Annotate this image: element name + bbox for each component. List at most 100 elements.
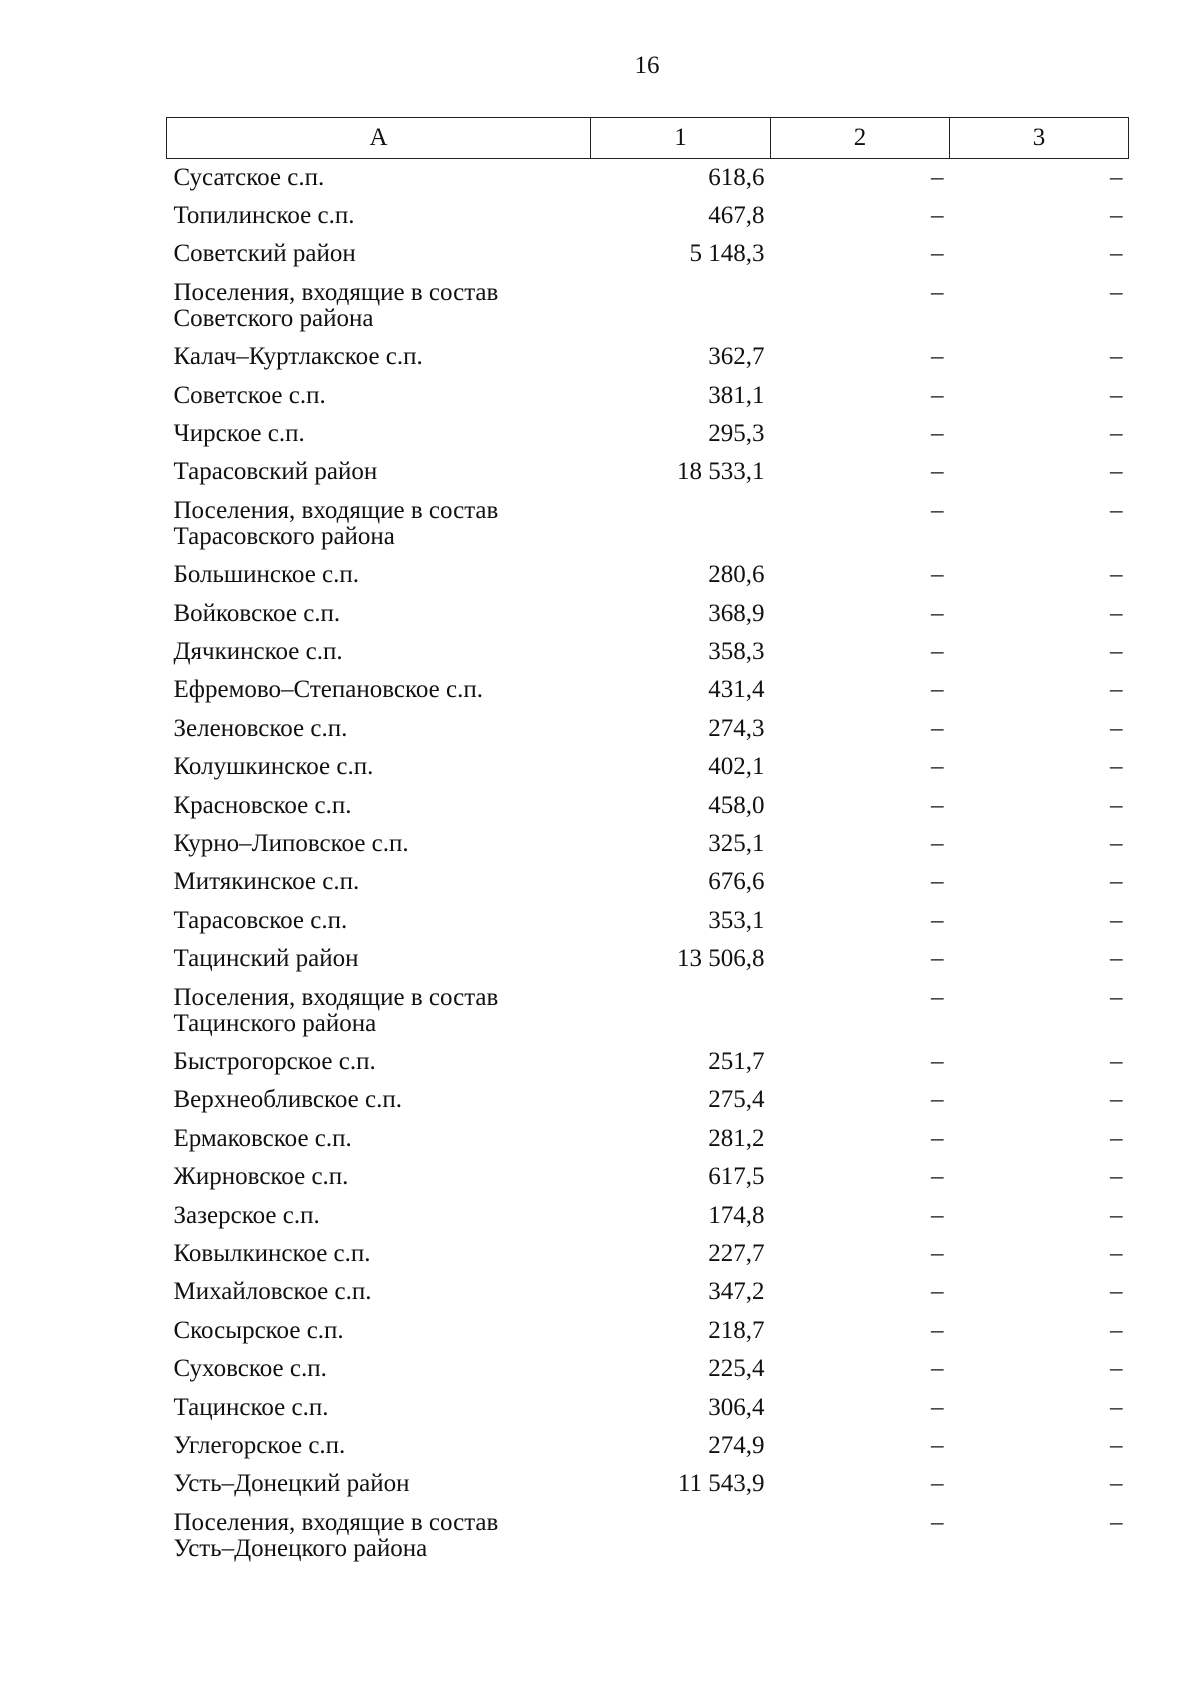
row-value-2: –: [931, 1355, 944, 1383]
row-value-1: 358,3: [708, 638, 765, 666]
row-value-2: –: [931, 1239, 944, 1267]
row-value-1: 402,1: [708, 753, 765, 781]
row-value-1: 347,2: [708, 1278, 765, 1306]
row-value-2: –: [931, 599, 944, 627]
row-value-1: 467,8: [708, 201, 765, 229]
row-value-2: –: [931, 1431, 944, 1459]
table-row: Усть–Донецкий район 11 543,9 – –: [167, 1465, 1129, 1503]
row-value-1: 353,1: [708, 906, 765, 934]
row-value-3: –: [1110, 1124, 1123, 1152]
row-value-2: –: [931, 791, 944, 819]
table-row: Большинское с.п. 280,6 – –: [167, 556, 1129, 594]
row-value-2: –: [931, 381, 944, 409]
row-value-2: –: [931, 1124, 944, 1152]
row-value-1: 251,7: [708, 1048, 765, 1076]
row-value-1: 368,9: [708, 599, 765, 627]
table-row: Углегорское с.п. 274,9 – –: [167, 1427, 1129, 1465]
row-value-2: –: [931, 1278, 944, 1306]
row-value-2: –: [931, 1163, 944, 1191]
row-name: Тарасовское с.п.: [173, 906, 348, 934]
header-col-3: 3: [949, 117, 1129, 159]
table-row: Тарасовский район 18 533,1 – –: [167, 453, 1129, 491]
row-value-3: –: [1110, 1278, 1123, 1306]
row-value-3: –: [1110, 1470, 1123, 1498]
row-name: Верхнеобливское с.п.: [173, 1086, 402, 1114]
row-value-2: –: [931, 829, 944, 857]
row-value-3: –: [1110, 458, 1123, 486]
table-row: Жирновское с.п. 617,5 – –: [167, 1158, 1129, 1196]
row-value-1: 13 506,8: [677, 945, 765, 973]
row-value-2: –: [931, 1508, 944, 1536]
table-row: Сусатское с.п. 618,6 – –: [167, 159, 1129, 197]
row-value-2: –: [931, 1316, 944, 1344]
row-name: Тацинское с.п.: [173, 1393, 329, 1421]
row-value-3: –: [1110, 983, 1123, 1011]
row-value-2: –: [931, 1470, 944, 1498]
row-value-1: 676,6: [708, 868, 765, 896]
table-row: Поселения, входящие в состав Усть–Донецко…: [167, 1504, 1129, 1569]
row-value-2: –: [931, 240, 944, 268]
row-name: Курно–Липовское с.п.: [173, 829, 409, 857]
row-name: Митякинское с.п.: [173, 868, 360, 896]
row-name: Советское с.п.: [173, 381, 326, 409]
table-row: Тацинское с.п. 306,4 – –: [167, 1389, 1129, 1427]
table-row: Тацинский район 13 506,8 – –: [167, 940, 1129, 978]
row-value-2: –: [931, 676, 944, 704]
row-name: Тацинский район: [173, 945, 359, 973]
row-value-3: –: [1110, 1048, 1123, 1076]
row-value-1: 617,5: [708, 1163, 765, 1191]
row-value-3: –: [1110, 496, 1123, 524]
table-row: Калач–Куртлакское с.п. 362,7 – –: [167, 338, 1129, 376]
row-value-2: –: [931, 201, 944, 229]
row-name: Суховское с.п.: [173, 1355, 327, 1383]
row-name: Скосырское с.п.: [173, 1316, 344, 1344]
table-row: Ефремово–Степановское с.п. 431,4 – –: [167, 671, 1129, 709]
row-value-2: –: [931, 714, 944, 742]
row-name: Войковское с.п.: [173, 599, 341, 627]
row-value-1: 11 543,9: [677, 1470, 765, 1498]
row-name: Усть–Донецкий район: [173, 1470, 410, 1498]
row-value-1: 274,3: [708, 714, 765, 742]
table-row: Митякинское с.п. 676,6 – –: [167, 863, 1129, 901]
row-value-1: [591, 1504, 771, 1569]
row-value-1: 5 148,3: [689, 240, 765, 268]
row-value-2: –: [931, 868, 944, 896]
row-name: Поселения, входящие в состав Усть–Донецко…: [173, 1508, 499, 1562]
row-name: Поселения, входящие в состав Советского р…: [173, 278, 499, 332]
row-value-1: 218,7: [708, 1316, 765, 1344]
table-row: Тарасовское с.п. 353,1 – –: [167, 902, 1129, 940]
row-value-2: –: [931, 753, 944, 781]
row-name: Зеленовское с.п.: [173, 714, 348, 742]
row-value-3: –: [1110, 945, 1123, 973]
row-value-3: –: [1110, 791, 1123, 819]
row-value-2: –: [931, 1201, 944, 1229]
table-row: Топилинское с.п. 467,8 – –: [167, 197, 1129, 235]
row-value-2: –: [931, 419, 944, 447]
table-row: Зеленовское с.п. 274,3 – –: [167, 710, 1129, 748]
page-number: 16: [634, 52, 660, 79]
row-name: Колушкинское с.п.: [173, 753, 374, 781]
table-row: Поселения, входящие в состав Советского р…: [167, 274, 1129, 339]
row-value-2: –: [931, 458, 944, 486]
row-name: Ермаковское с.п.: [173, 1124, 352, 1152]
row-value-1: [591, 274, 771, 339]
row-value-3: –: [1110, 906, 1123, 934]
header-row: А 1 2 3: [166, 117, 1129, 159]
table-row: Зазерское с.п. 174,8 – –: [167, 1197, 1129, 1235]
row-value-3: –: [1110, 278, 1123, 306]
row-value-2: –: [931, 496, 944, 524]
row-value-2: –: [931, 1048, 944, 1076]
row-name: Калач–Куртлакское с.п.: [173, 343, 423, 371]
row-value-3: –: [1110, 381, 1123, 409]
row-value-3: –: [1110, 164, 1123, 191]
row-value-3: –: [1110, 1163, 1123, 1191]
row-value-1: 325,1: [708, 829, 765, 857]
table-row: Курно–Липовское с.п. 325,1 – –: [167, 825, 1129, 863]
row-value-2: –: [931, 561, 944, 589]
row-value-3: –: [1110, 561, 1123, 589]
row-name: Большинское с.п.: [173, 561, 360, 589]
row-value-1: 227,7: [708, 1239, 765, 1267]
row-value-3: –: [1110, 1355, 1123, 1383]
row-value-3: –: [1110, 676, 1123, 704]
table-row: Ковылкинское с.п. 227,7 – –: [167, 1235, 1129, 1273]
